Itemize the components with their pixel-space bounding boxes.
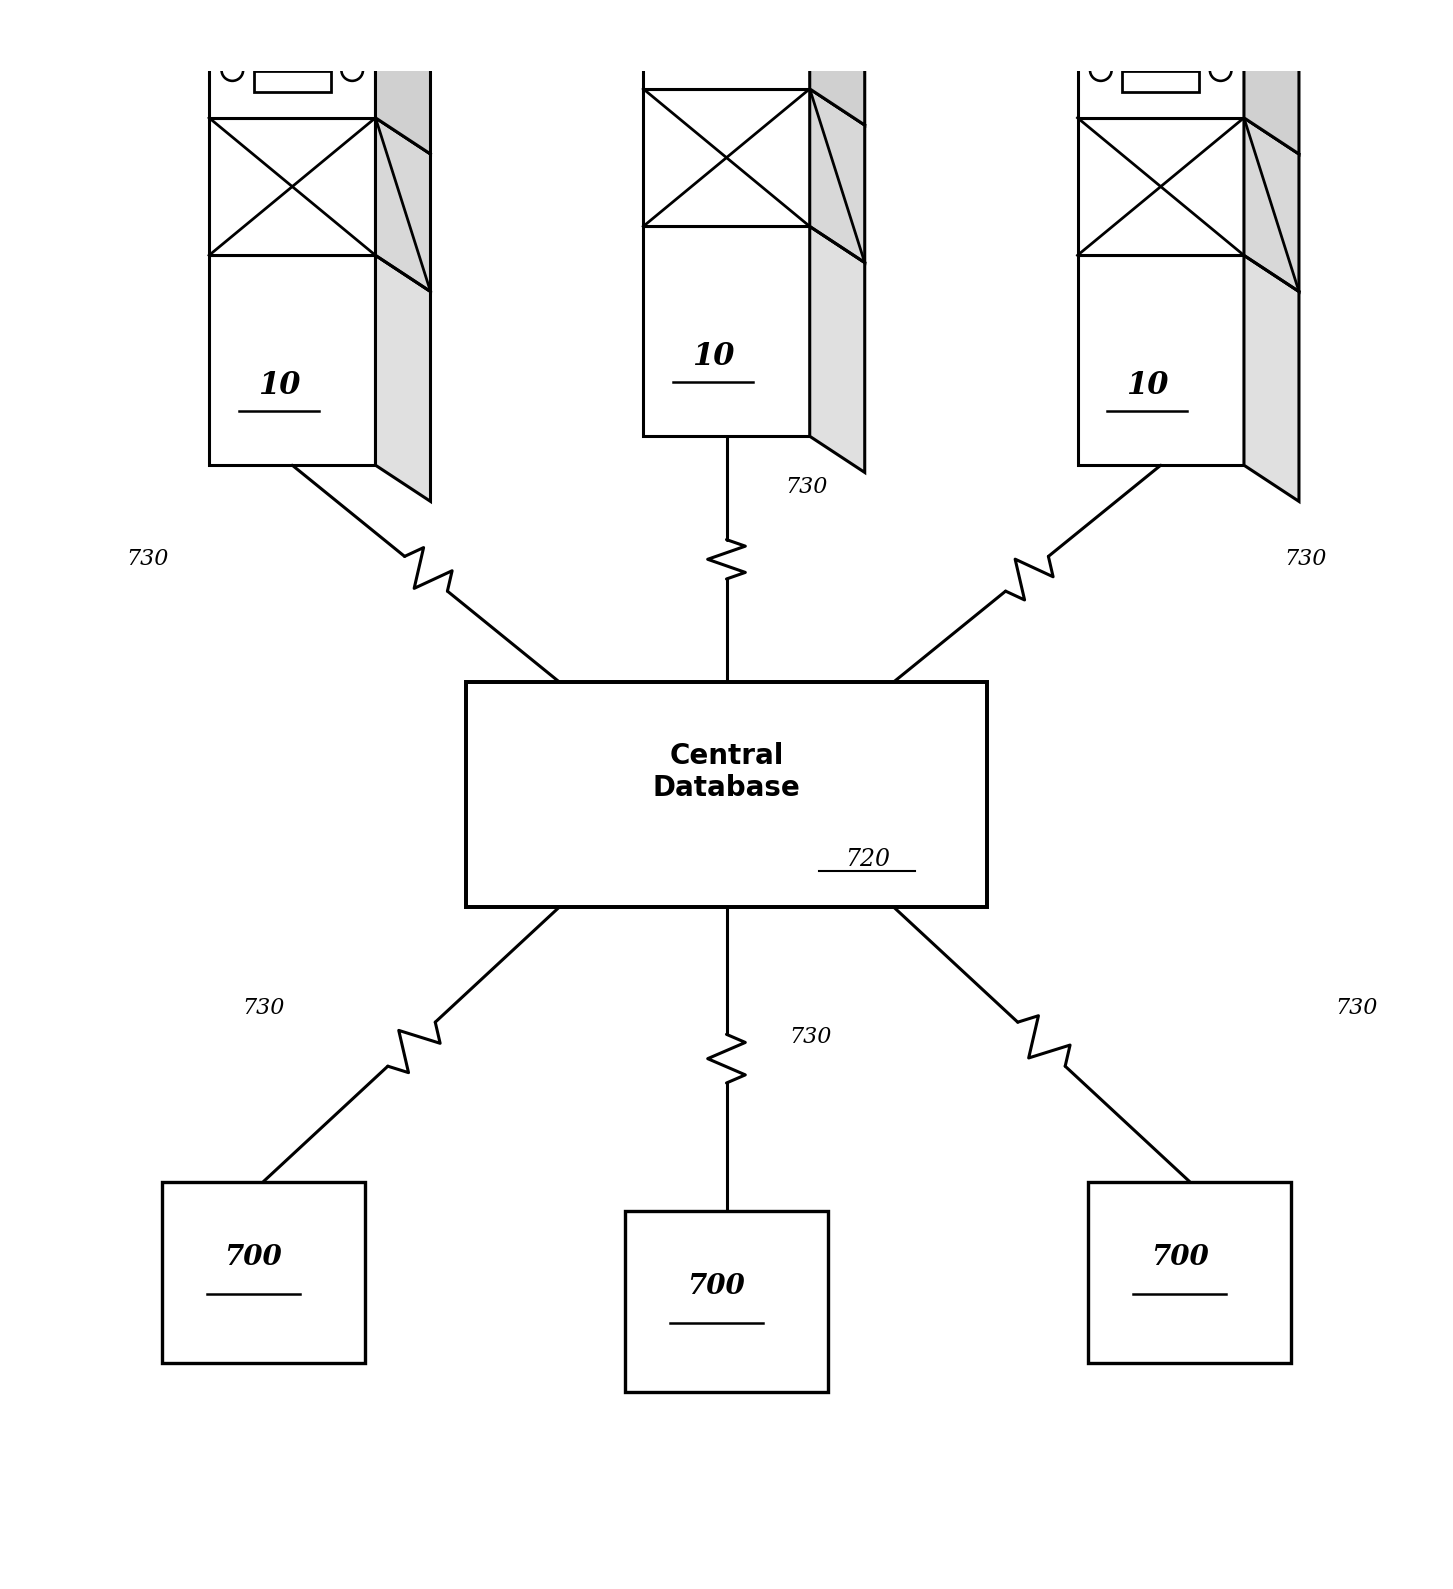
Circle shape — [776, 30, 798, 52]
Text: 730: 730 — [1335, 996, 1377, 1019]
Polygon shape — [375, 10, 430, 154]
Polygon shape — [1123, 72, 1199, 92]
Text: 700: 700 — [224, 1244, 282, 1271]
Polygon shape — [809, 89, 865, 262]
Polygon shape — [1244, 10, 1299, 154]
Polygon shape — [644, 0, 865, 16]
Text: 10: 10 — [692, 342, 734, 372]
Text: 10: 10 — [257, 370, 301, 400]
Circle shape — [341, 59, 363, 81]
Polygon shape — [644, 89, 809, 226]
Text: 730: 730 — [785, 477, 827, 497]
Circle shape — [1090, 59, 1112, 81]
Polygon shape — [1078, 256, 1244, 466]
Polygon shape — [1244, 256, 1299, 502]
Polygon shape — [209, 118, 375, 256]
Polygon shape — [644, 0, 809, 89]
Polygon shape — [209, 256, 375, 466]
Polygon shape — [375, 118, 430, 291]
Text: 720: 720 — [844, 847, 889, 871]
Text: 730: 730 — [789, 1026, 831, 1049]
Polygon shape — [809, 0, 865, 126]
Text: 730: 730 — [126, 548, 169, 570]
Circle shape — [221, 59, 243, 81]
Polygon shape — [1110, 29, 1210, 56]
Polygon shape — [209, 10, 375, 118]
Text: 730: 730 — [1284, 548, 1327, 570]
Polygon shape — [254, 72, 330, 92]
Text: 700: 700 — [687, 1273, 745, 1300]
Circle shape — [1210, 59, 1232, 81]
Circle shape — [655, 30, 677, 52]
Polygon shape — [1078, 118, 1244, 256]
Polygon shape — [243, 29, 343, 56]
Polygon shape — [1088, 1182, 1292, 1363]
Polygon shape — [209, 10, 430, 46]
Text: 730: 730 — [243, 996, 285, 1019]
Text: 10: 10 — [1126, 370, 1168, 400]
Polygon shape — [677, 0, 776, 25]
Text: Central
Database: Central Database — [652, 742, 801, 802]
Polygon shape — [466, 682, 987, 907]
Polygon shape — [1078, 10, 1299, 46]
Text: 700: 700 — [1151, 1244, 1209, 1271]
Polygon shape — [375, 256, 430, 502]
Polygon shape — [1078, 10, 1244, 118]
Polygon shape — [1244, 118, 1299, 291]
Polygon shape — [809, 226, 865, 472]
Polygon shape — [689, 43, 764, 64]
Polygon shape — [625, 1211, 828, 1392]
Polygon shape — [644, 226, 809, 437]
Polygon shape — [161, 1182, 365, 1363]
